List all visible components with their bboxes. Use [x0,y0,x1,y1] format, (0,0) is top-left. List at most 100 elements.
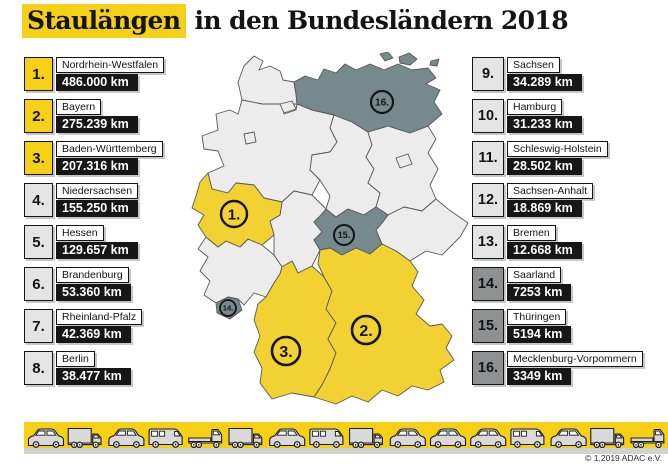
ranking-item: 12. Sachsen-Anhalt 18.869 km [472,183,643,217]
state-name: Hamburg [507,99,563,115]
ranking-item: 14. Saarland 7253 km [472,267,643,301]
ranking-item: 3. Baden-Württemberg 207.316 km [24,141,164,175]
state-name: Hessen [56,225,104,241]
rank-texts: Bremen 12.668 km [507,225,582,259]
jam-length-value: 18.869 km [507,200,582,217]
rank-texts: Thüringen 5194 km [507,309,572,343]
rank-texts: Schleswig-Holstein 28.502 km [507,141,608,175]
rank-marker-circle [333,224,355,246]
flatbed-vehicle [188,428,223,448]
rank-number: 11. [472,141,504,175]
state-name: Berlin [56,351,95,367]
rank-texts: Brandenburg 53.360 km [56,267,131,301]
camper-vehicle [148,428,183,448]
car-vehicle [27,428,65,448]
rank-marker-circle [219,299,237,317]
car-vehicle [389,428,426,448]
rank-marker-circle [350,314,382,346]
jam-length-value: 275.239 km [56,116,138,133]
rank-texts: Sachsen 34.289 km [507,57,582,91]
rank-texts: Baden-Württemberg 207.316 km [56,141,163,175]
ranking-item: 2. Bayern 275.239 km [24,99,164,133]
ranking-item: 13. Bremen 12.668 km [472,225,643,259]
car-vehicle [470,428,507,448]
camper-vehicle [510,428,545,448]
traffic-jam-vehicles [27,427,665,448]
jam-length-value: 155.250 km [56,200,138,217]
rank-marker-circle [270,335,302,367]
rank-number: 9. [472,57,504,91]
ranking-item: 7. Rheinland-Pfalz 42.369 km [24,309,164,343]
ranking-column-left: 1. Nordrhein-Westfalen 486.000 km 2. Bayern 2… [24,57,165,393]
rank-texts: Saarland 7253 km [507,267,572,301]
ranking-item: 4. Niedersachsen 155.250 km [24,183,164,217]
jam-length-value: 7253 km [507,284,572,301]
rank-number: 6. [24,267,53,301]
road-strip [24,448,668,454]
rank-texts: Rheinland-Pfalz 42.369 km [56,309,143,343]
ranking-item: 9. Sachsen 34.289 km [472,57,643,91]
rank-number: 10. [472,99,504,133]
rank-marker-label: 14. [223,304,233,313]
ranking-item: 11. Schleswig-Holstein 28.502 km [472,141,643,175]
state-name: Baden-Württemberg [56,141,163,157]
state-name: Rheinland-Pfalz [56,309,143,325]
truck-vehicle [349,427,383,448]
map-state-nordrhein-westfalen [191,172,283,248]
map-state-berlin [395,153,413,169]
jam-length-value: 3349 km [507,368,572,385]
jam-length-value: 34.289 km [507,74,582,91]
state-name: Sachsen-Anhalt [507,183,594,199]
ranking-item: 10. Hamburg 31.233 km [472,99,643,133]
map-islands [379,52,440,67]
jam-length-value: 38.477 km [56,368,131,385]
germany-map: 1. 2. 3. 14. 15. 16. [191,52,469,405]
rank-marker-label: 15. [338,230,351,240]
truck-vehicle [67,427,102,448]
rank-number: 7. [24,309,53,343]
map-state-bremen [243,131,257,145]
state-name: Niedersachsen [56,183,139,199]
rank-number: 15. [472,309,504,343]
ranking-item: 15. Thüringen 5194 km [472,309,643,343]
rank-marker-label: 2. [359,323,372,340]
rank-texts: Mecklenburg-Vorpommern 3349 km [507,351,643,385]
car-vehicle [550,428,587,448]
car-vehicle [429,428,467,448]
rank-marker-circle [369,89,395,115]
rank-number: 16. [472,351,504,385]
rank-texts: Sachsen-Anhalt 18.869 km [507,183,594,217]
state-name: Saarland [507,267,562,283]
title-text: in den Bundesländern 2018 [186,6,569,35]
state-name: Bayern [56,99,102,115]
car-vehicle [269,428,306,448]
truck-vehicle [590,427,625,448]
copyright-note: © 1.2019 ADAC e.V. [585,453,662,463]
state-name: Mecklenburg-Vorpommern [507,351,643,367]
ranking-item: 1. Nordrhein-Westfalen 486.000 km [24,57,165,91]
rank-texts: Niedersachsen 155.250 km [56,183,139,217]
state-name: Brandenburg [56,267,129,283]
map-state-hamburg [279,100,297,114]
ranking-item: 8. Berlin 38.477 km [24,351,164,385]
state-name: Sachsen [507,57,560,73]
map-state-bayern [313,243,455,405]
ranking-column-right: 9. Sachsen 34.289 km 10. Hamburg 31.233 km 11.… [472,57,643,393]
car-vehicle [108,428,145,448]
jam-length-value: 207.316 km [56,158,138,175]
rank-number: 12. [472,183,504,217]
rank-texts: Berlin 38.477 km [56,351,131,385]
rank-number: 3. [24,141,53,175]
page-title: Staulängen in den Bundesländern 2018 [22,4,569,38]
camper-vehicle [309,428,344,448]
ranking-item: 16. Mecklenburg-Vorpommern 3349 km [472,351,643,385]
jam-length-value: 486.000 km [56,74,138,91]
jam-length-value: 42.369 km [56,326,131,343]
map-state-niedersachsen [201,99,338,203]
rank-number: 2. [24,99,53,133]
flatbed-vehicle [630,428,665,448]
jam-length-value: 12.668 km [507,242,582,259]
rank-marker-label: 16. [375,98,389,109]
state-name: Nordrhein-Westfalen [56,57,165,73]
jam-length-value: 31.233 km [507,116,582,133]
